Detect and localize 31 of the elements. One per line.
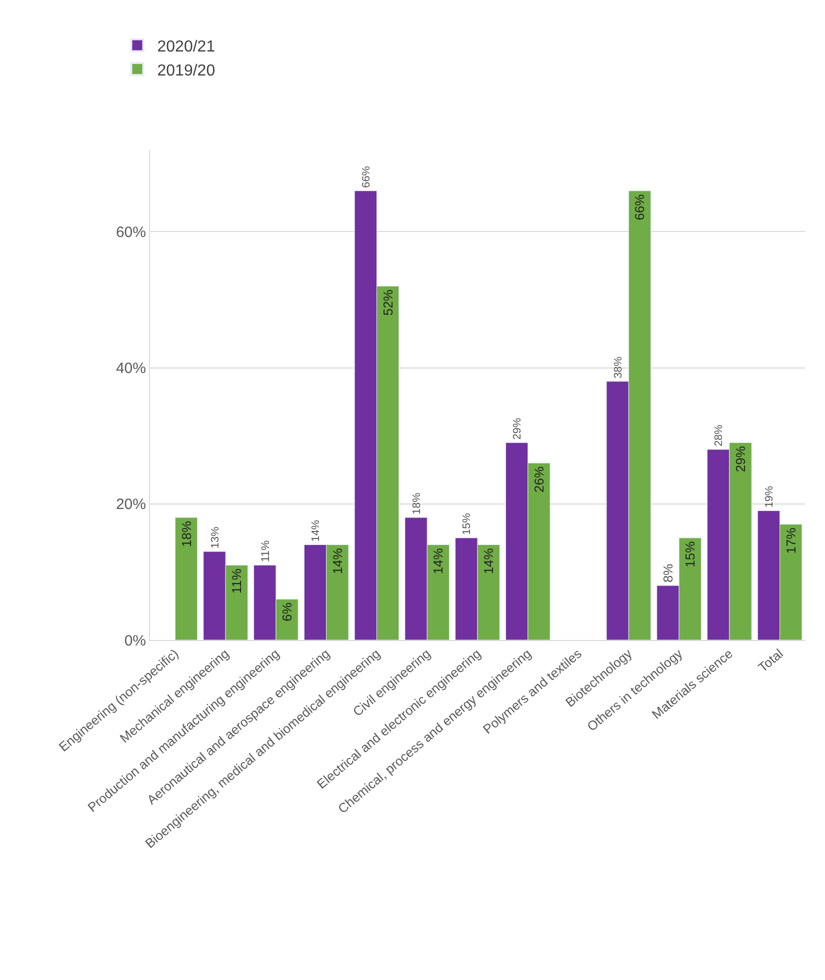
data-label: 17% [783, 527, 798, 554]
data-label: 15% [461, 512, 474, 535]
data-label: 14% [330, 548, 345, 574]
data-label: 18% [410, 492, 423, 514]
data-label: 14% [430, 548, 446, 574]
x-tick-label: Total [755, 646, 786, 676]
data-label: 66% [632, 194, 648, 220]
data-label: 19% [763, 486, 776, 508]
data-label: 29% [512, 418, 524, 440]
data-label: 11% [260, 540, 272, 562]
data-label: 8% [660, 563, 676, 583]
y-tick-label: 60% [116, 224, 146, 241]
data-label: 13% [209, 526, 222, 549]
y-tick-label: 20% [116, 496, 146, 514]
data-label: 14% [481, 548, 496, 574]
data-label: 29% [733, 446, 748, 472]
data-label: 52% [380, 289, 396, 316]
data-label: 11% [229, 568, 244, 594]
data-label: 6% [280, 602, 295, 622]
legend-label: 2019/20 [157, 62, 216, 80]
y-tick-label: 40% [116, 360, 146, 378]
data-label: 26% [531, 466, 546, 493]
data-label: 18% [178, 520, 194, 547]
data-label: 15% [682, 540, 698, 568]
data-label: 28% [713, 424, 726, 446]
data-label: 14% [310, 520, 322, 542]
bar [174, 517, 198, 640]
legend-label: 2020/21 [157, 38, 216, 56]
data-label: 66% [360, 166, 372, 188]
data-label: 38% [612, 356, 624, 378]
y-tick-label: 0% [124, 632, 146, 650]
